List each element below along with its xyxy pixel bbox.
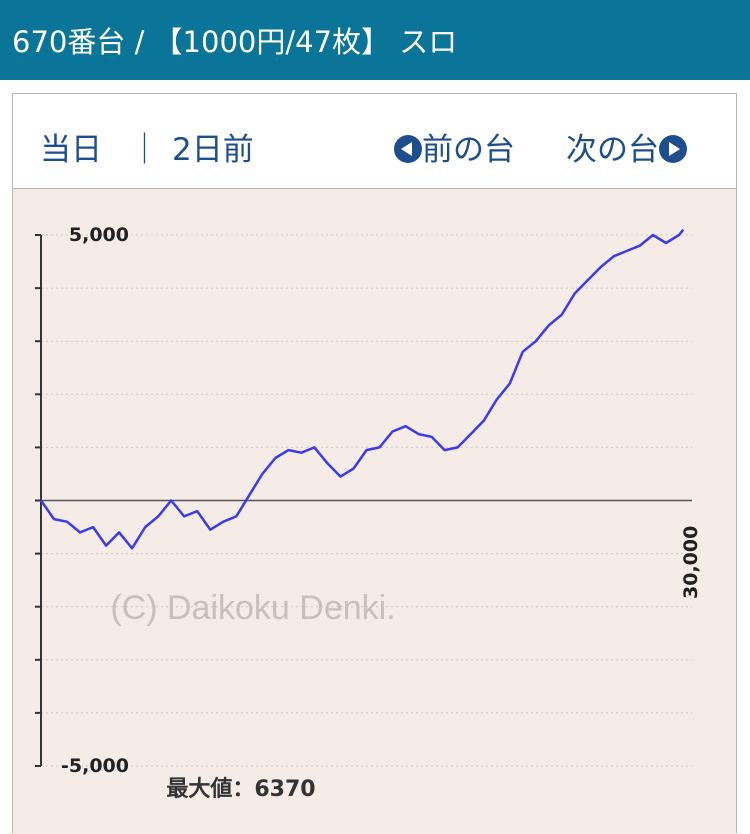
prev-machine-label: 前の台	[422, 132, 515, 168]
watermark-text: (C) Daikoku Denki.	[110, 589, 395, 627]
y-axis-ticks	[35, 234, 41, 767]
slump-graph: (C) Daikoku Denki. 5,000 -5,000 30,000 最…	[35, 224, 702, 802]
page-header: 670番台 / 【1000円/47枚】 スロ	[0, 0, 750, 80]
series-line	[39, 228, 685, 550]
page-title: 670番台 / 【1000円/47枚】 スロ	[12, 25, 458, 59]
today-link[interactable]: 当日	[40, 132, 102, 168]
arrow-left-icon	[394, 135, 422, 163]
day-navigation: 当日 ｜ 2日前 前の台 次の台	[13, 94, 736, 189]
next-machine-label: 次の台	[566, 132, 659, 168]
prev-machine-link[interactable]: 前の台	[394, 131, 515, 169]
two-days-ago-link[interactable]: 2日前	[172, 132, 254, 168]
ytick-label-min: -5,000	[61, 755, 129, 777]
xtick-label-max: 30,000	[680, 526, 702, 599]
chart-area: (C) Daikoku Denki. 5,000 -5,000 30,000 最…	[13, 189, 736, 834]
arrow-right-icon	[659, 135, 687, 163]
max-value-label: 最大値：6370	[166, 777, 315, 802]
graph-panel: 当日 ｜ 2日前 前の台 次の台 (C) Daikoku Denki. 5,00…	[12, 93, 737, 834]
ytick-label-max: 5,000	[69, 224, 129, 246]
grid-lines	[41, 234, 692, 767]
nav-separator: ｜	[129, 132, 160, 168]
next-machine-link[interactable]: 次の台	[566, 131, 687, 169]
